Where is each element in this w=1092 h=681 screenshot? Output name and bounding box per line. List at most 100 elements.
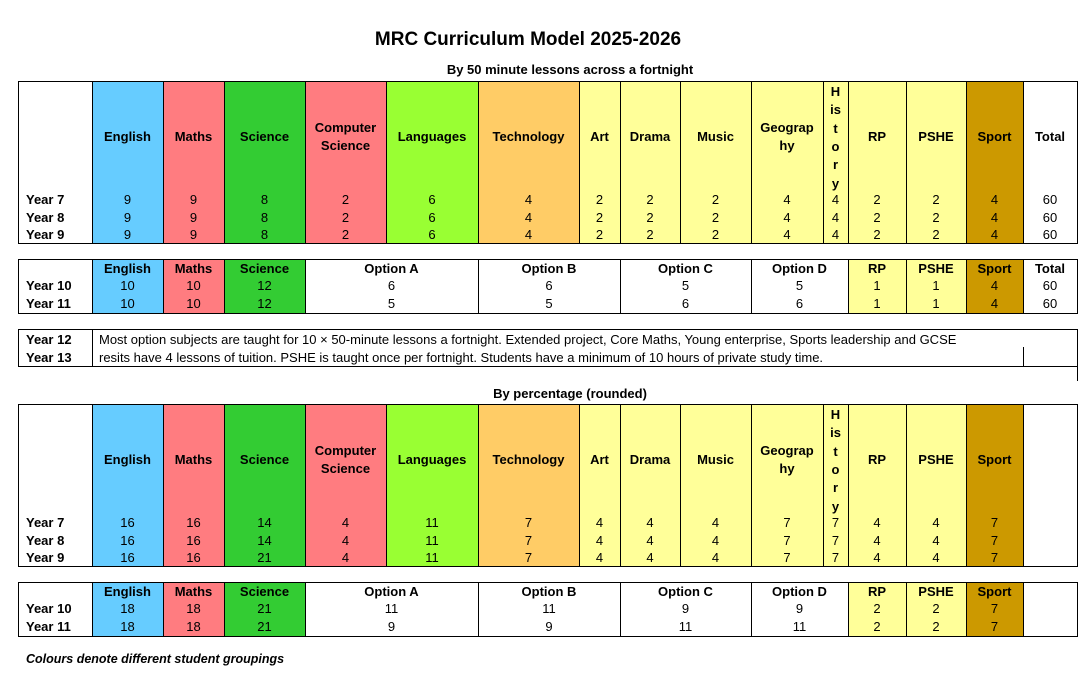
cell-english: 9 <box>123 192 132 207</box>
col-bg-music <box>680 82 751 243</box>
cell-sport: 7 <box>990 550 999 565</box>
cell-option-b: 6 <box>545 278 553 293</box>
cell-rp: 4 <box>873 532 881 548</box>
cell-maths: 16 <box>186 532 201 548</box>
col-bg-english <box>92 260 163 313</box>
percent-ks3-table: English Maths Science Computer Science Langu… <box>18 404 1078 567</box>
header-history-letter: H <box>830 406 841 422</box>
cell-total: 60 <box>1042 209 1058 225</box>
row-label-year-13: Year 13 <box>26 350 72 365</box>
cell-history: 4 <box>831 209 840 225</box>
cell-sport: 7 <box>990 532 999 548</box>
header-music: Music <box>697 452 734 467</box>
col-bg-computer-science <box>305 405 386 566</box>
header-maths: Maths <box>174 584 213 599</box>
cell-music: 2 <box>711 209 720 225</box>
header-option-b: Option B <box>521 261 577 276</box>
header-languages: Languages <box>397 129 467 144</box>
header-history-letter: t <box>833 443 838 459</box>
cell-technology: 7 <box>524 532 533 548</box>
sixth-form-note-line1: Most option subjects are taught for 10 ×… <box>99 332 957 347</box>
header-option-a: Option A <box>364 261 419 276</box>
cell-music: 4 <box>711 515 720 530</box>
cell-music: 2 <box>711 227 720 242</box>
cell-maths: 9 <box>189 192 198 207</box>
cell-science: 14 <box>257 515 272 530</box>
cell-sport: 7 <box>990 619 999 634</box>
header-geography: Geograp hy <box>760 443 814 476</box>
header-history-letter: y <box>831 498 840 514</box>
cell-science: 12 <box>257 296 272 311</box>
col-bg-computer-science <box>305 82 386 243</box>
header-option-c: Option C <box>658 584 713 599</box>
col-bg-pshe <box>906 583 966 636</box>
cell-art: 4 <box>595 550 604 565</box>
cell-geography: 7 <box>783 532 791 548</box>
header-history-letter: t <box>833 120 838 136</box>
header-history-letter: H <box>830 83 841 99</box>
cell-art: 2 <box>595 227 604 242</box>
header-english: English <box>104 584 151 599</box>
cell-sport: 4 <box>990 209 999 225</box>
cell-option-b: 9 <box>545 619 553 634</box>
subtitle-lessons: By 50 minute lessons across a fortnight <box>446 62 694 77</box>
col-bg-rp <box>848 583 906 636</box>
cell-music: 4 <box>711 550 720 565</box>
col-bg-pshe <box>906 405 966 566</box>
header-pshe: PSHE <box>918 584 954 599</box>
header-total: Total <box>1034 129 1066 144</box>
col-bg-science <box>224 405 305 566</box>
col-bg-drama <box>620 405 680 566</box>
cell-computer-science: 4 <box>341 515 350 530</box>
cell-sport: 4 <box>990 296 999 311</box>
header-drama: Drama <box>629 129 671 144</box>
header-option-a: Option A <box>364 584 419 599</box>
lessons-ks3-table: English Maths Science Computer Science Langu… <box>18 81 1078 244</box>
header-maths: Maths <box>174 129 213 144</box>
header-english: English <box>104 261 151 276</box>
col-bg-rp <box>848 82 906 243</box>
cell-english: 18 <box>120 619 135 634</box>
col-bg-technology <box>478 82 579 243</box>
cell-option-b: 5 <box>545 296 553 311</box>
col-bg-english <box>92 82 163 243</box>
cell-drama: 2 <box>646 227 654 242</box>
cell-geography: 4 <box>783 209 791 225</box>
cell-option-d: 6 <box>795 296 804 311</box>
row-label-year-11: Year 11 <box>26 619 71 634</box>
col-bg-sport <box>966 583 1023 636</box>
cell-technology: 4 <box>524 227 533 242</box>
row-label-year-8: Year 8 <box>26 209 65 225</box>
header-pshe: PSHE <box>918 129 954 144</box>
cell-science: 12 <box>257 278 272 293</box>
col-bg-history <box>823 405 848 566</box>
lessons-ks4-table: English Maths Science Option A Option B Optio… <box>18 259 1078 314</box>
col-bg-english <box>92 583 163 636</box>
subtitle-percentage: By percentage (rounded) <box>493 386 647 401</box>
cell-pshe: 4 <box>932 532 940 548</box>
cell-geography: 4 <box>783 192 791 207</box>
cell-option-c: 11 <box>678 619 693 634</box>
cell-geography: 7 <box>783 550 791 565</box>
header-computer-science: Computer Science <box>314 443 377 476</box>
cell-sport: 7 <box>990 601 999 616</box>
cell-history: 4 <box>831 227 840 242</box>
cell-pshe: 1 <box>932 296 940 311</box>
cell-option-a: 5 <box>387 296 396 311</box>
header-rp: RP <box>867 129 887 144</box>
page-title: MRC Curriculum Model 2025-2026 <box>374 29 682 50</box>
col-bg-maths <box>163 82 224 243</box>
row-label-year-7: Year 7 <box>26 515 65 530</box>
col-bg-maths <box>163 405 224 566</box>
header-history-letter: o <box>831 138 840 154</box>
cell-pshe: 2 <box>932 619 940 634</box>
col-bg-art <box>579 405 620 566</box>
cell-maths: 18 <box>186 619 201 634</box>
cell-english: 10 <box>120 278 135 293</box>
cell-option-d: 11 <box>792 619 807 634</box>
cell-music: 4 <box>711 532 720 548</box>
row-label-year-11: Year 11 <box>26 296 71 311</box>
cell-pshe: 2 <box>932 209 940 225</box>
cell-english: 16 <box>120 515 135 530</box>
